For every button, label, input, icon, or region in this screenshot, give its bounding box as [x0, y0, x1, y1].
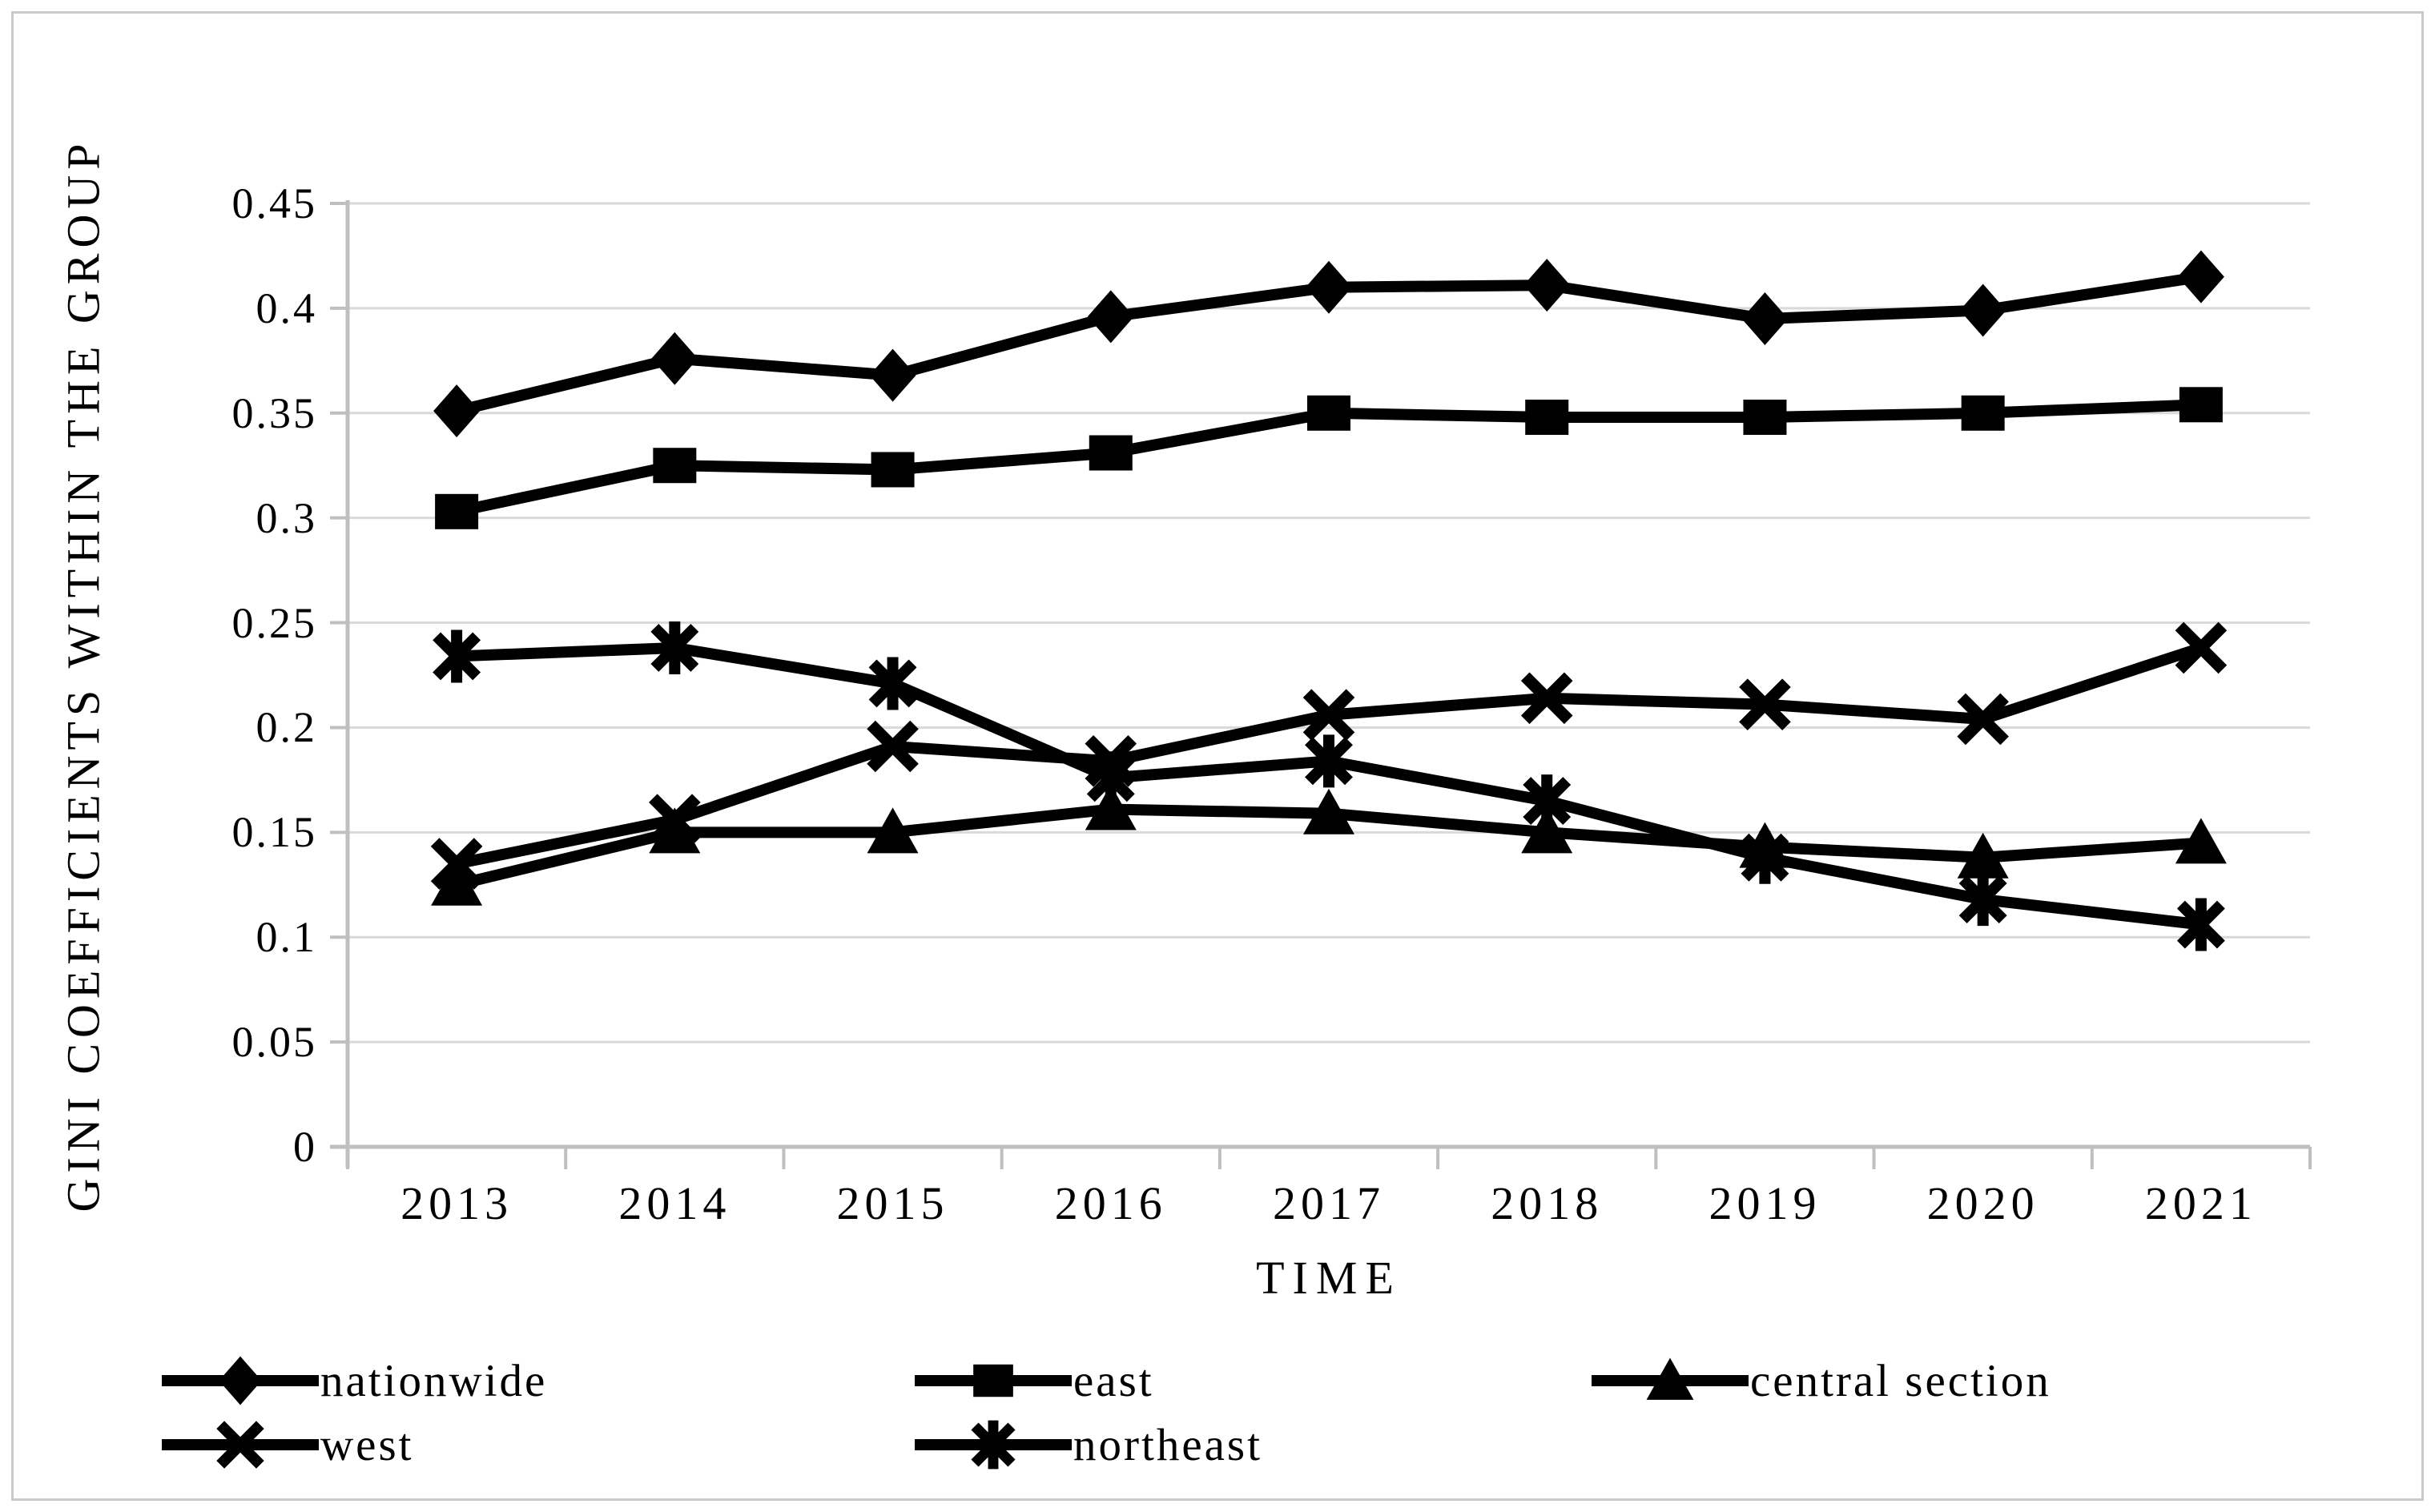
legend-item-east: east [913, 1350, 1154, 1411]
legend-marker-asterisk [915, 1420, 1072, 1470]
triangle-marker [1085, 784, 1137, 830]
triangle-marker [431, 859, 483, 906]
x-tick-label: 2020 [1926, 1177, 2039, 1229]
legend-item-west: west [160, 1414, 413, 1475]
triangle-marker [649, 807, 701, 854]
triangle-marker [1646, 1357, 1694, 1400]
y-tick-label: 0.25 [231, 598, 317, 647]
x-tick-label: 2015 [836, 1177, 949, 1229]
y-tick-label: 0 [293, 1123, 317, 1171]
asterisk-marker [1958, 873, 2007, 927]
square-marker [2179, 387, 2223, 423]
legend-label: west [320, 1419, 414, 1470]
square-marker [1307, 395, 1350, 431]
legend-item-northeast: northeast [913, 1414, 1262, 1475]
legend-item-nationwide: nationwide [160, 1350, 547, 1411]
diamond-marker [219, 1356, 262, 1405]
y-tick-label: 0.35 [231, 388, 317, 437]
diamond-marker [2177, 250, 2224, 304]
legend-marker-square [915, 1364, 1072, 1397]
triangle-marker [1957, 832, 2009, 879]
x-axis-title: TIME [1256, 1252, 1402, 1304]
legend-marker-triangle [1592, 1357, 1749, 1400]
triangle-marker [1303, 788, 1354, 834]
legend-marker-diamond [162, 1356, 319, 1405]
square-marker [1961, 395, 2005, 431]
y-tick-label: 0.4 [256, 284, 317, 332]
y-axis-title: GINI COEFFICIENTS WITHIN THE GROUP [57, 138, 110, 1212]
x-marker [216, 1421, 264, 1469]
asterisk-marker [1741, 830, 1789, 884]
y-tick-label: 0.3 [256, 493, 317, 542]
x-marker [1520, 672, 1573, 725]
x-tick-label: 2021 [2144, 1177, 2257, 1229]
x-tick-label: 2013 [400, 1177, 513, 1229]
y-tick-label: 0.2 [256, 703, 317, 752]
x-marker [1302, 689, 1355, 742]
diamond-marker [1959, 284, 2006, 337]
legend-label: nationwide [320, 1355, 548, 1406]
asterisk-marker [650, 621, 699, 674]
triangle-marker [2175, 818, 2227, 864]
legend-label: northeast [1073, 1419, 1262, 1470]
triangle-marker [1521, 807, 1573, 854]
x-marker [649, 794, 701, 846]
asterisk-marker [868, 657, 917, 710]
x-marker [867, 720, 919, 773]
asterisk-marker [433, 629, 481, 683]
square-marker [1089, 435, 1133, 471]
y-tick-label: 0.45 [231, 179, 317, 227]
diamond-marker [1523, 259, 1571, 312]
square-marker [1525, 400, 1569, 436]
x-marker [1739, 678, 1791, 730]
x-tick-label: 2019 [1709, 1177, 1821, 1229]
y-tick-label: 0.1 [256, 913, 317, 962]
square-marker [435, 493, 479, 529]
diamond-marker [1306, 260, 1352, 314]
asterisk-marker [1523, 774, 1572, 828]
diamond-marker [1087, 290, 1134, 344]
x-tick-label: 2016 [1054, 1177, 1167, 1229]
x-marker [430, 838, 483, 890]
x-tick-label: 2014 [618, 1177, 731, 1229]
asterisk-marker [1305, 734, 1353, 788]
diamond-marker [651, 332, 698, 385]
asterisk-marker [971, 1420, 1016, 1470]
x-marker [2175, 621, 2228, 674]
legend-marker-x [162, 1421, 319, 1469]
square-marker [973, 1364, 1013, 1397]
x-marker [1085, 735, 1137, 787]
x-tick-label: 2017 [1273, 1177, 1385, 1229]
square-marker [653, 448, 697, 484]
legend-label: east [1073, 1355, 1154, 1406]
diamond-marker [433, 384, 481, 438]
triangle-marker [867, 807, 919, 854]
legend-label: central section [1750, 1355, 2051, 1406]
asterisk-marker [2176, 898, 2225, 951]
x-tick-label: 2018 [1491, 1177, 1604, 1229]
legend-item-central-section: central section [1590, 1350, 2051, 1411]
diamond-marker [869, 348, 916, 402]
square-marker [871, 452, 915, 488]
square-marker [1743, 400, 1787, 436]
x-marker [1957, 693, 2009, 746]
y-tick-label: 0.15 [231, 808, 317, 857]
y-tick-label: 0.05 [231, 1018, 317, 1067]
diamond-marker [1741, 292, 1789, 345]
